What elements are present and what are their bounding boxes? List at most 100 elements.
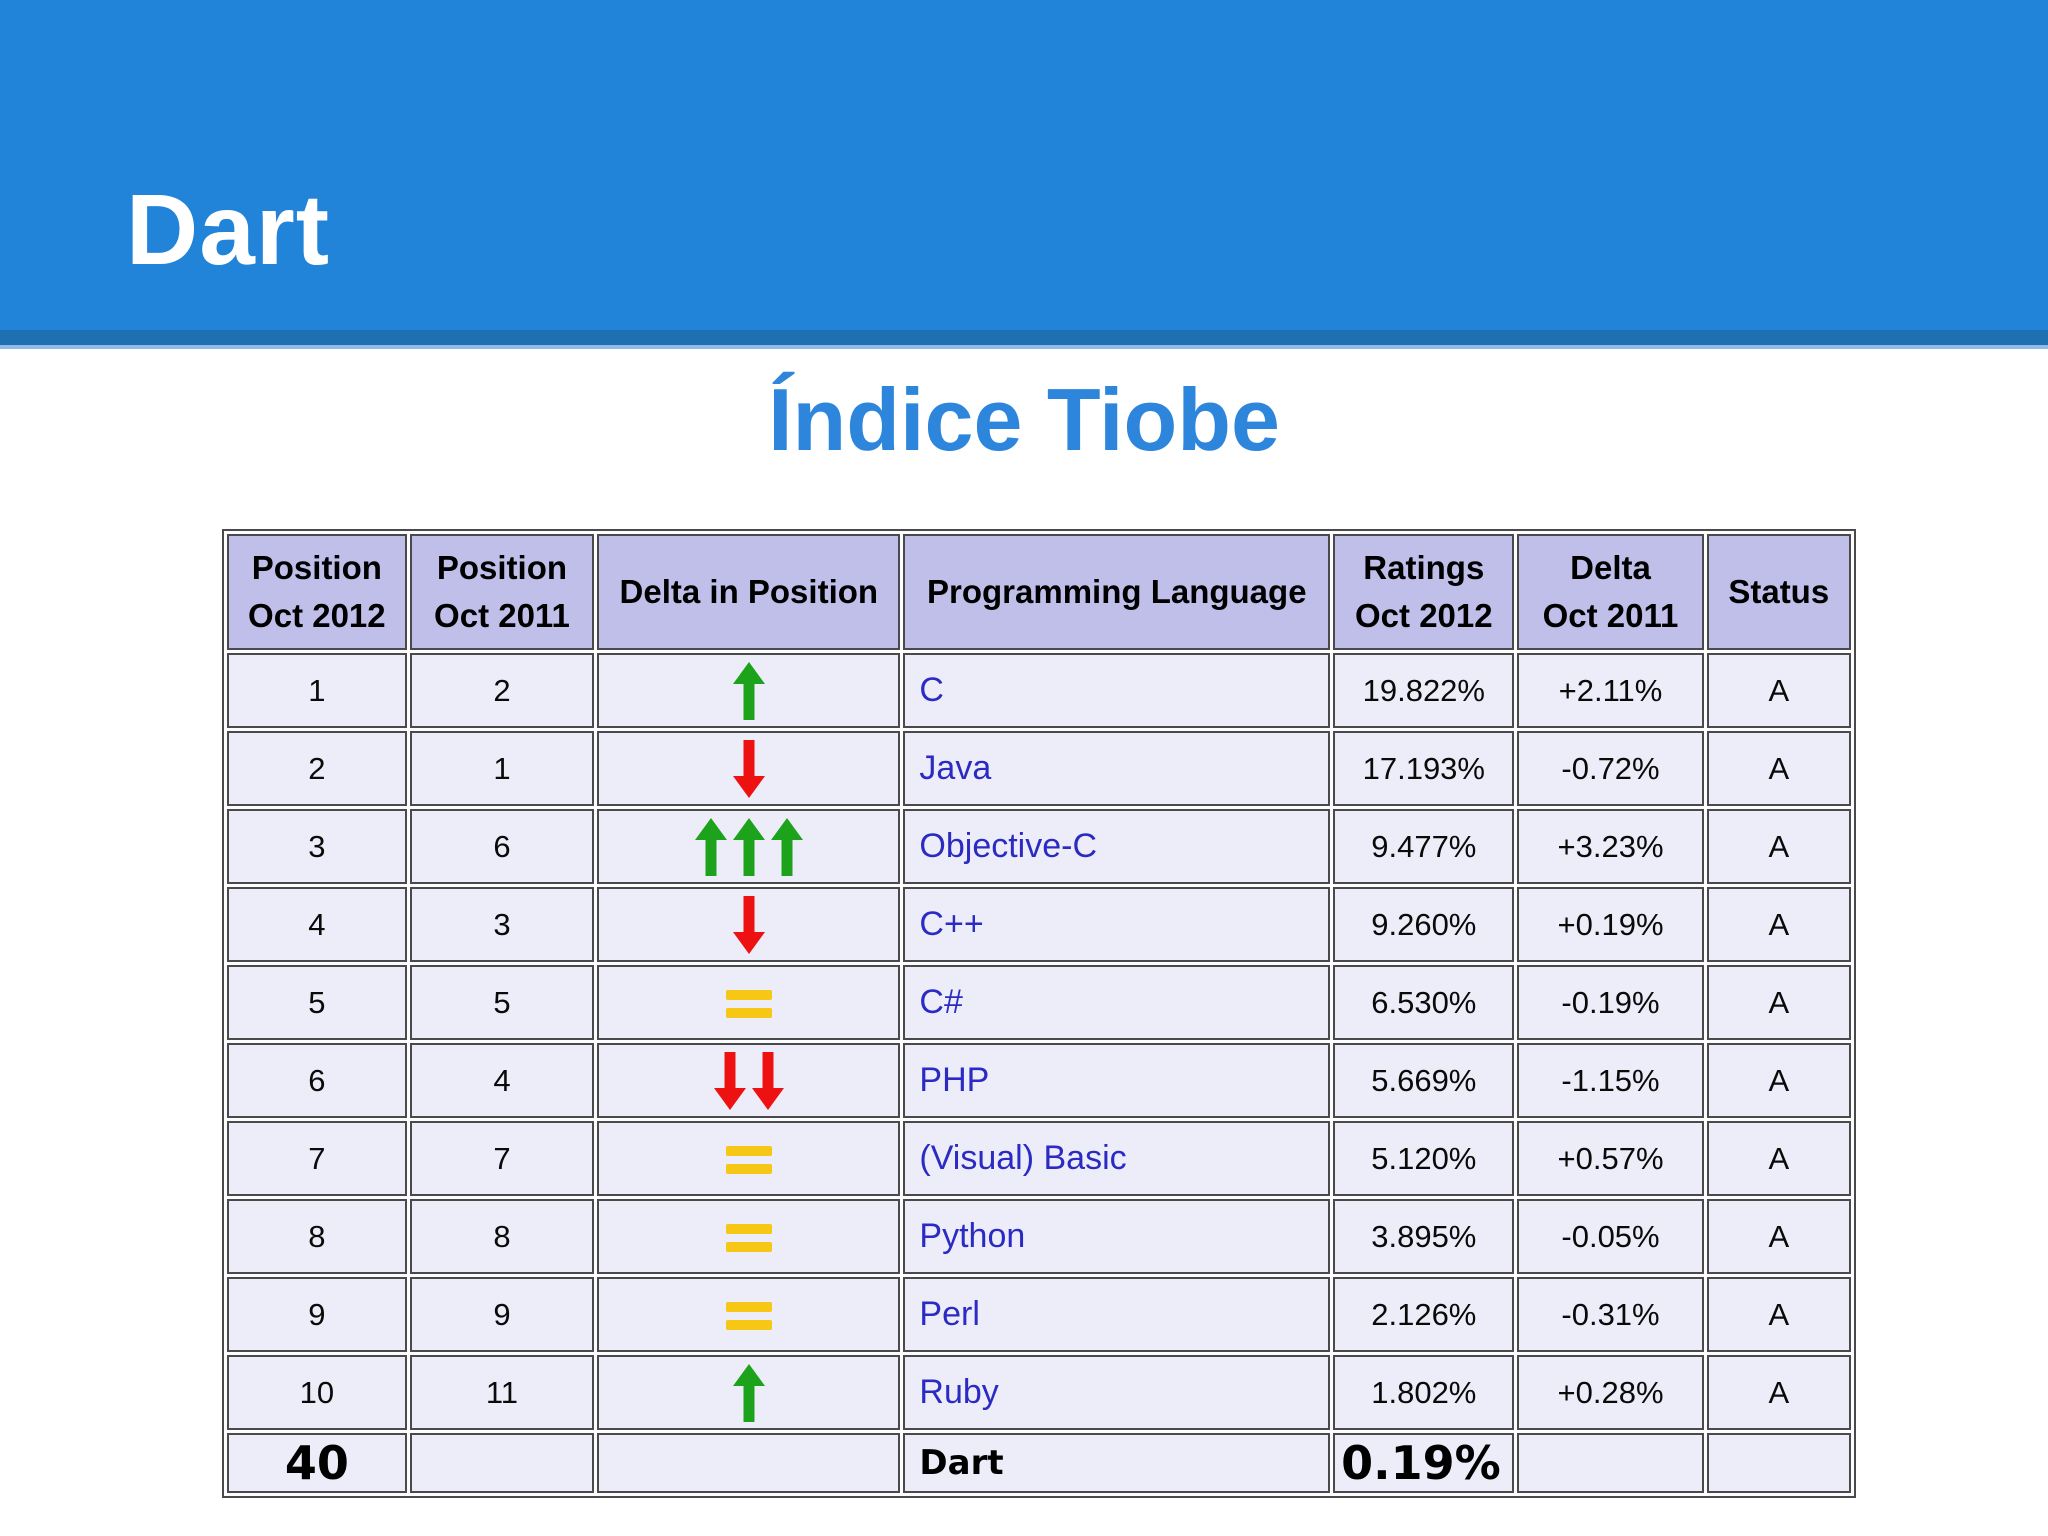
delta-indicator [732,1363,765,1422]
language-label: C++ [919,905,984,943]
status-cell: A [1706,1199,1851,1274]
ratings-oct-2012-cell: 5.669% [1333,1043,1515,1118]
programming-language-cell: C# [903,965,1331,1040]
delta-in-position-cell [597,887,901,962]
delta-in-position-cell [597,731,901,806]
down-arrow-icon [732,895,765,954]
ratings-oct-2012-cell: 9.260% [1333,887,1515,962]
language-label: Perl [919,1295,980,1333]
table-row: 5 5 C# 6.530% -0.19% A [227,965,1851,1040]
delta-oct-2011-cell: -0.19% [1517,965,1704,1040]
position-oct-2011-cell: 7 [409,1121,595,1196]
table-row: 6 4 PHP 5.669% -1.15% A [227,1043,1851,1118]
ratings-oct-2012-cell: 3.895% [1333,1199,1515,1274]
dart-highlight-row: 40 Dart 0.19% [227,1433,1851,1493]
table-row: 9 9 Perl 2.126% -0.31% A [227,1277,1851,1352]
equal-icon [725,1302,772,1331]
table-header-row: Position Oct 2012 Position Oct 2011 Delta in… [227,534,1851,650]
ratings-oct-2012-cell: 17.193% [1333,731,1515,806]
delta-oct-2011-cell: +0.57% [1517,1121,1704,1196]
delta-indicator [732,739,765,798]
delta-in-position-cell [597,965,901,1040]
delta-oct-2011-cell [1517,1433,1704,1493]
delta-indicator [725,1302,772,1331]
language-label: PHP [919,1061,990,1099]
delta-in-position-cell [597,1121,901,1196]
delta-oct-2011-cell: -0.72% [1517,731,1704,806]
header-divider-highlight [0,345,2048,349]
up-arrow-icon [770,817,803,876]
column-header: Ratings Oct 2012 [1333,534,1515,650]
delta-in-position-cell [597,1043,901,1118]
slide-title: Dart [126,174,331,286]
delta-indicator [725,1224,772,1253]
down-arrow-icon [751,1051,784,1110]
status-cell: A [1706,1043,1851,1118]
position-oct-2012-cell: 40 [227,1433,407,1493]
status-cell: A [1706,1121,1851,1196]
delta-indicator [713,1051,784,1110]
programming-language-cell: Python [903,1199,1331,1274]
down-arrow-icon [732,739,765,798]
ratings-oct-2012-cell: 6.530% [1333,965,1515,1040]
delta-in-position-cell [597,1277,901,1352]
table-row: 2 1 Java 17.193% -0.72% A [227,731,1851,806]
status-cell: A [1706,1277,1851,1352]
delta-oct-2011-cell: -0.31% [1517,1277,1704,1352]
table-row: 8 8 Python 3.895% -0.05% A [227,1199,1851,1274]
delta-in-position-cell [597,1355,901,1430]
language-label: Java [919,749,992,787]
column-header: Delta Oct 2011 [1517,534,1704,650]
position-oct-2012-cell: 4 [227,887,407,962]
programming-language-cell: C [903,653,1331,728]
position-oct-2012-cell: 2 [227,731,407,806]
position-oct-2012-cell: 6 [227,1043,407,1118]
delta-oct-2011-cell: +2.11% [1517,653,1704,728]
ratings-oct-2012-cell: 5.120% [1333,1121,1515,1196]
status-cell: A [1706,809,1851,884]
status-cell: A [1706,965,1851,1040]
table-row: 1 2 C 19.822% +2.11% A [227,653,1851,728]
column-header: Delta in Position [597,534,901,650]
language-label: Objective-C [919,827,1098,865]
ratings-oct-2012-cell: 19.822% [1333,653,1515,728]
delta-indicator [725,1146,772,1175]
up-arrow-icon [694,817,727,876]
position-oct-2012-cell: 9 [227,1277,407,1352]
programming-language-cell: Perl [903,1277,1331,1352]
delta-indicator [725,990,772,1019]
status-cell: A [1706,653,1851,728]
delta-in-position-cell [597,1433,901,1493]
equal-icon [725,1146,772,1175]
column-header: Programming Language [903,534,1331,650]
programming-language-cell: Dart [903,1433,1331,1493]
position-oct-2011-cell [409,1433,595,1493]
position-oct-2011-cell: 8 [409,1199,595,1274]
section-heading: Índice Tiobe [768,370,1280,469]
delta-oct-2011-cell: +0.19% [1517,887,1704,962]
position-oct-2012-cell: 1 [227,653,407,728]
tiobe-index-table: Position Oct 2012 Position Oct 2011 Delta in… [222,529,1856,1498]
up-arrow-icon [732,817,765,876]
programming-language-cell: C++ [903,887,1331,962]
language-label: C# [919,983,963,1021]
status-cell: A [1706,1355,1851,1430]
position-oct-2011-cell: 6 [409,809,595,884]
delta-in-position-cell [597,653,901,728]
ratings-oct-2012-cell: 2.126% [1333,1277,1515,1352]
programming-language-cell: Java [903,731,1331,806]
column-header: Position Oct 2011 [409,534,595,650]
up-arrow-icon [732,661,765,720]
position-oct-2011-cell: 1 [409,731,595,806]
table-row: 7 7 (Visual) Basic 5.120% +0.57% A [227,1121,1851,1196]
table-body: 1 2 C 19.822% +2.11% A 2 1 Java 17.193% -0.72% A 3 6 O… [227,653,1851,1493]
position-oct-2012-cell: 10 [227,1355,407,1430]
delta-indicator [694,817,803,876]
delta-in-position-cell [597,1199,901,1274]
delta-indicator [732,661,765,720]
status-cell [1706,1433,1851,1493]
programming-language-cell: PHP [903,1043,1331,1118]
position-oct-2012-cell: 7 [227,1121,407,1196]
position-oct-2012-cell: 8 [227,1199,407,1274]
